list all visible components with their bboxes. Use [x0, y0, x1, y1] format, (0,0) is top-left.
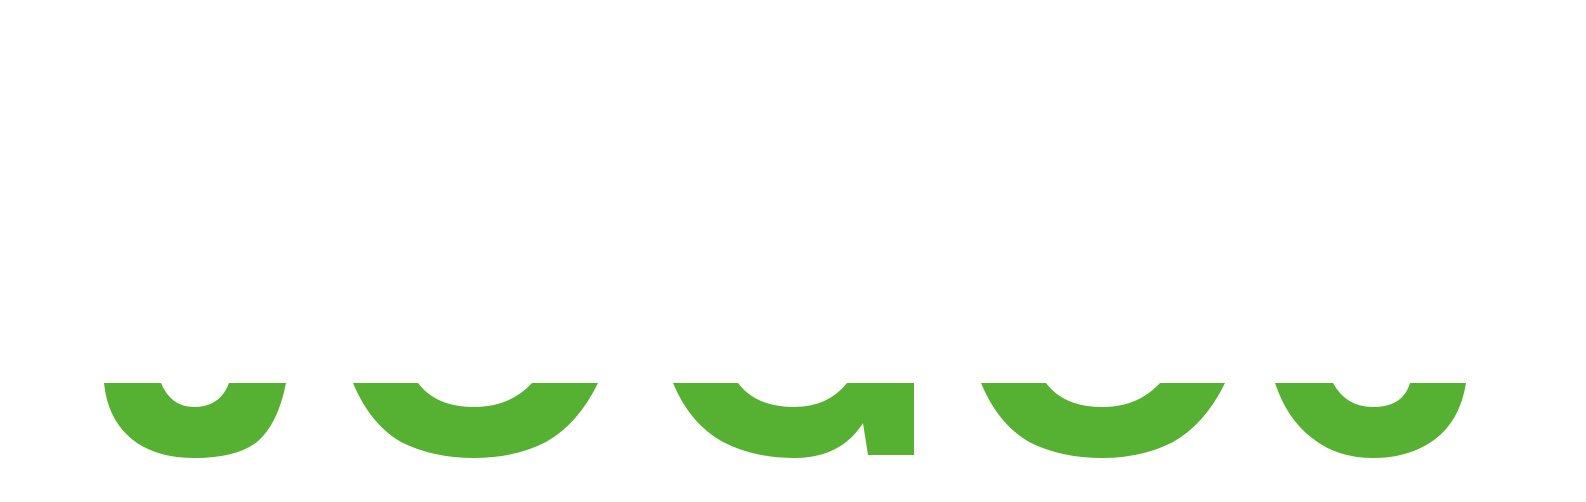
bowl-fragment-4: [981, 383, 1225, 458]
bowl-fragment-1: [104, 383, 286, 458]
bowl-fragment-5: [1275, 383, 1466, 458]
bowl-fragment-2: [353, 383, 598, 458]
bowl-fragment-3: [673, 383, 914, 458]
